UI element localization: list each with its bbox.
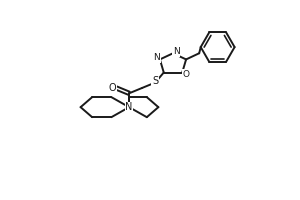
Text: S: S (152, 76, 158, 86)
Text: N: N (154, 53, 160, 62)
Text: N: N (125, 102, 133, 112)
Text: N: N (173, 47, 179, 56)
Text: O: O (108, 83, 116, 93)
Text: O: O (183, 70, 190, 79)
